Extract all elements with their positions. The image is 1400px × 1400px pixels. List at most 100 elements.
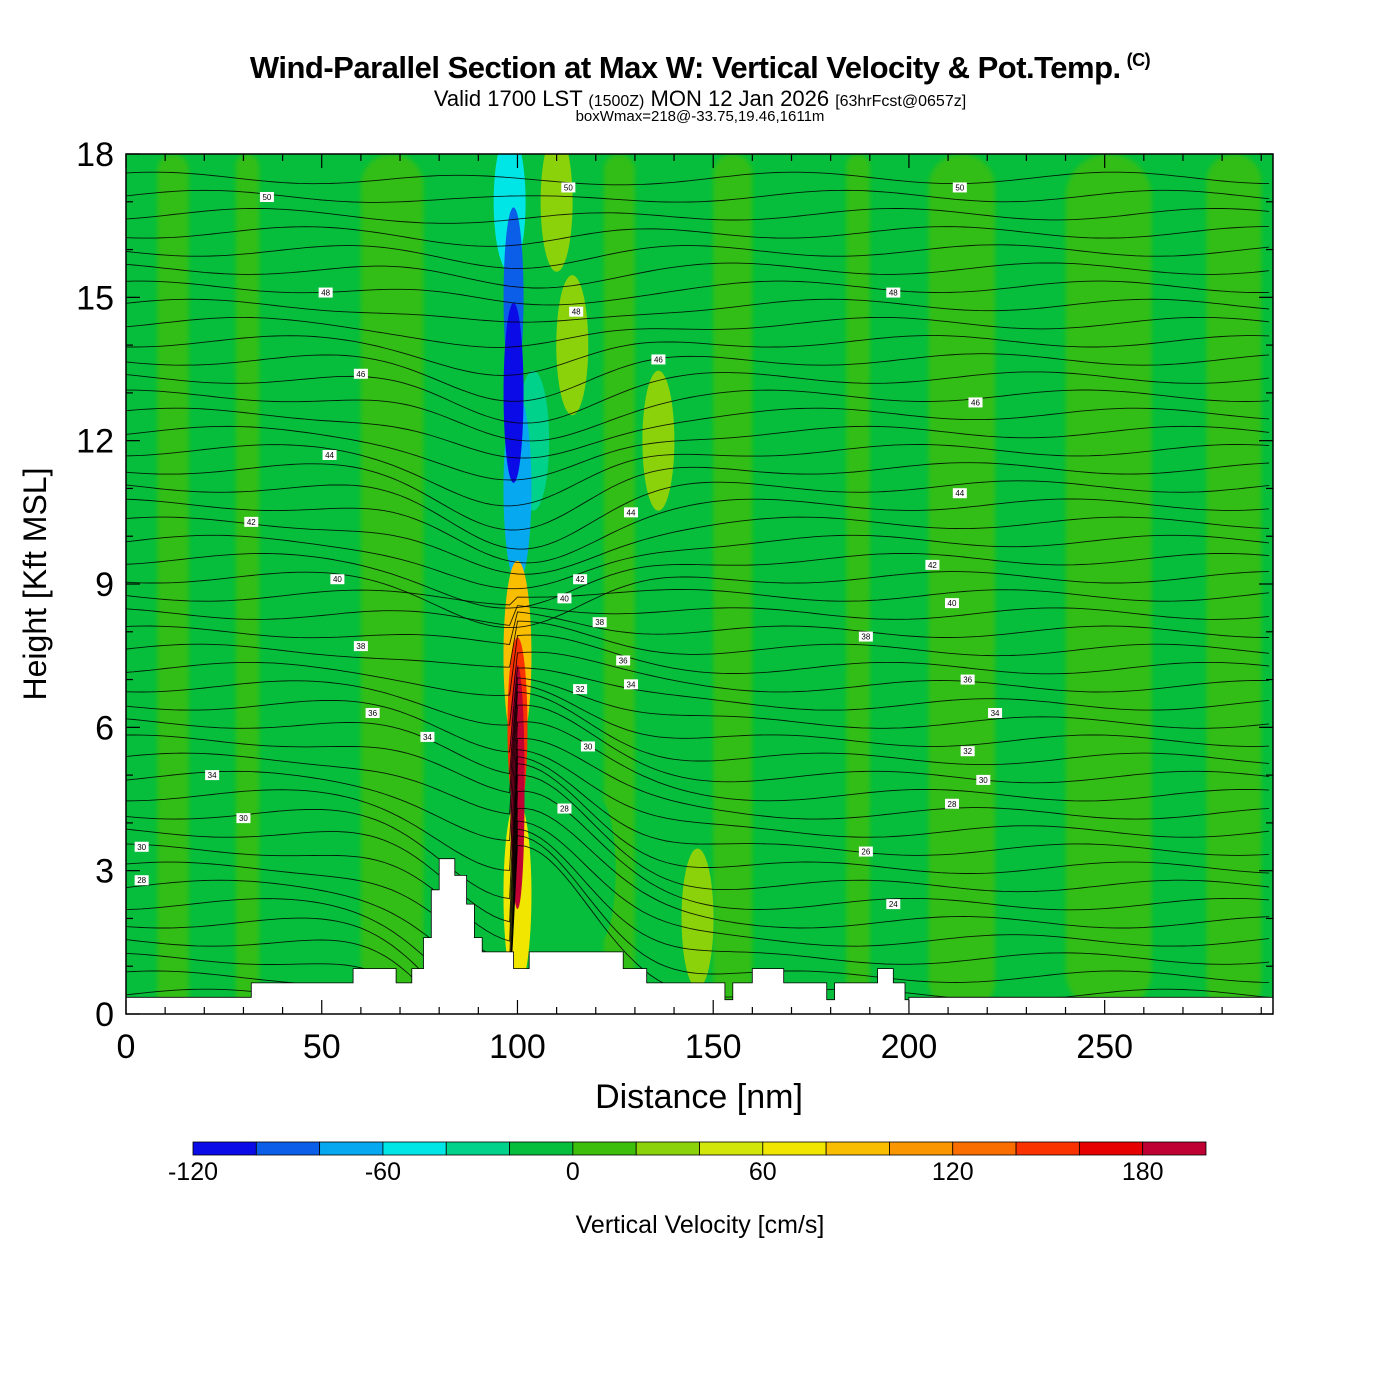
theta-label: 34 xyxy=(988,708,1003,718)
theta-label-text: 42 xyxy=(247,518,256,527)
theta-label-text: 40 xyxy=(560,594,569,603)
theta-label-text: 36 xyxy=(619,656,628,665)
theta-label-box xyxy=(858,631,873,642)
x-tick-label: 0 xyxy=(117,1028,136,1066)
theta-label-box xyxy=(353,641,368,652)
theta-contour xyxy=(126,208,1270,224)
theta-label: 46 xyxy=(968,397,983,408)
theta-label: 48 xyxy=(318,287,333,298)
theta-label: 40 xyxy=(557,593,572,604)
theta-contour xyxy=(126,667,1270,753)
theta-contours xyxy=(126,171,1270,998)
theta-label-box xyxy=(259,192,274,202)
colorbar: -120 -60 0 60 120 180 xyxy=(168,1141,1207,1186)
colorbar-swatch xyxy=(319,1141,384,1156)
theta-label-box xyxy=(205,770,220,781)
theta-label: 32 xyxy=(573,684,588,695)
theta-label-box xyxy=(952,182,967,193)
theta-label-box xyxy=(944,598,959,609)
theta-label: 42 xyxy=(925,559,940,570)
theta-label-text: 44 xyxy=(955,489,964,498)
theta-label-text: 42 xyxy=(576,575,585,584)
theta-contour xyxy=(126,425,1270,481)
theta-label-text: 44 xyxy=(627,508,636,517)
theta-contour xyxy=(126,226,1270,247)
theta-label-text: 50 xyxy=(564,183,573,192)
colorbar-swatch xyxy=(699,1141,764,1156)
theta-contour xyxy=(126,298,1270,323)
theta-contour xyxy=(126,737,1270,900)
theta-label-box xyxy=(960,674,975,685)
theta-label: 26 xyxy=(858,846,873,857)
theta-label: 32 xyxy=(960,746,975,757)
colorbar-tick-label: 0 xyxy=(566,1158,580,1186)
colorbar-swatch xyxy=(889,1141,954,1156)
theta-label-text: 30 xyxy=(137,843,146,852)
theta-label-text: 34 xyxy=(423,733,432,742)
chart-subtitle: Valid 1700 LST (1500Z) MON 12 Jan 2026 [… xyxy=(0,86,1400,112)
theta-label-box xyxy=(960,746,975,757)
theta-contour xyxy=(126,516,1270,575)
theta-label: 28 xyxy=(944,798,959,809)
theta-label: 38 xyxy=(592,617,607,628)
theta-label: 30 xyxy=(134,841,149,852)
theta-label: 28 xyxy=(134,875,149,886)
theta-label: 44 xyxy=(322,450,337,460)
theta-label: 36 xyxy=(365,708,380,718)
theta-label-box xyxy=(134,875,149,886)
colorbar-swatch xyxy=(825,1141,890,1156)
theta-label: 42 xyxy=(573,574,588,585)
theta-label: 50 xyxy=(561,182,576,193)
velocity-field: 50 48 46 44 42 40 38 36 34 34 30 30 28 50 48 46 44 42 40 38… xyxy=(126,154,1273,1014)
terrain-profile xyxy=(126,858,1273,1014)
theta-label: 44 xyxy=(952,488,967,499)
theta-label-text: 38 xyxy=(595,618,604,627)
theta-label-box xyxy=(858,846,873,857)
colorbar-tick-label: 60 xyxy=(749,1158,777,1186)
theta-contour xyxy=(126,605,1270,626)
theta-label: 50 xyxy=(259,192,274,202)
theta-label-text: 46 xyxy=(356,370,365,379)
theta-contour xyxy=(126,552,1270,609)
theta-label: 34 xyxy=(205,770,220,781)
theta-label: 24 xyxy=(886,899,901,910)
colorbar-tick-label: 180 xyxy=(1122,1158,1164,1186)
theta-label-box xyxy=(561,182,576,193)
theta-label: 40 xyxy=(944,598,959,609)
theta-label-text: 42 xyxy=(928,561,937,570)
theta-label-text: 32 xyxy=(576,685,585,694)
theta-label-text: 48 xyxy=(889,289,898,298)
colorbar-swatch xyxy=(572,1141,637,1156)
theta-label: 44 xyxy=(623,507,638,518)
colorbar-swatch xyxy=(762,1141,827,1156)
theta-contour xyxy=(126,756,1270,942)
theta-label: 48 xyxy=(886,287,901,298)
theta-label-text: 40 xyxy=(948,599,957,608)
theta-label: 30 xyxy=(580,741,595,752)
colorbar-swatch xyxy=(952,1141,1017,1156)
theta-contour xyxy=(126,444,1270,507)
theta-contour xyxy=(126,683,1270,794)
theta-label-box xyxy=(420,731,435,742)
theta-label: 36 xyxy=(960,674,975,685)
copyright-mark: (C) xyxy=(1126,50,1151,70)
theta-contour xyxy=(126,704,1270,841)
theta-label-box xyxy=(944,798,959,809)
velocity-band xyxy=(1206,154,1262,1014)
theta-label-text: 36 xyxy=(963,676,972,685)
y-tick-label: 0 xyxy=(95,996,114,1034)
theta-label-box xyxy=(244,516,259,527)
velocity-cell xyxy=(681,848,714,989)
velocity-band xyxy=(603,154,635,1014)
theta-label-box xyxy=(580,741,595,752)
theta-label-box xyxy=(952,488,967,499)
theta-contour xyxy=(126,189,1270,203)
colorbar-swatch xyxy=(382,1141,447,1156)
theta-contour xyxy=(126,611,1270,645)
chart-title: Wind-Parallel Section at Max W: Vertical… xyxy=(0,50,1400,86)
colorbar-tick-label: -120 xyxy=(168,1158,218,1186)
theta-contour xyxy=(126,462,1270,531)
theta-label: 30 xyxy=(236,813,251,824)
theta-contour xyxy=(126,807,1270,998)
